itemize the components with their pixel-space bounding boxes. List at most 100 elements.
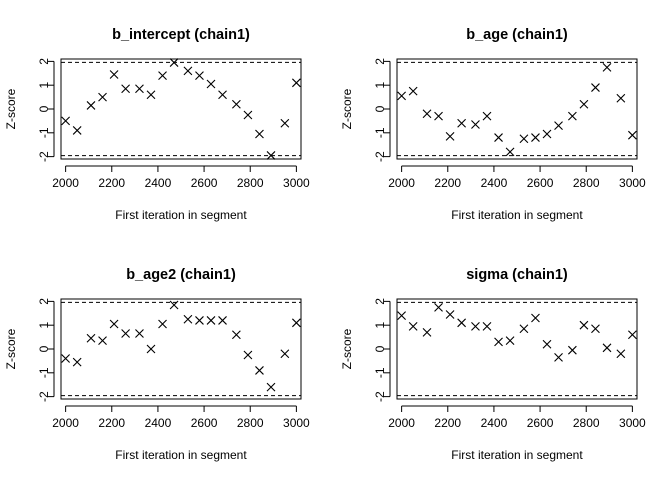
data-point: [505, 147, 515, 157]
data-point: [243, 350, 253, 360]
data-point: [72, 357, 82, 367]
plot-frame: [60, 298, 302, 400]
data-point: [109, 70, 119, 79]
data-point: [579, 320, 589, 330]
data-point: [169, 300, 179, 310]
x-axis-title: First iteration in segment: [115, 448, 247, 462]
x-tick-label: 2400: [481, 416, 508, 430]
data-point: [567, 111, 577, 121]
data-point: [61, 116, 71, 126]
data-point: [231, 330, 241, 340]
data-point: [542, 129, 552, 139]
data-point: [109, 319, 119, 329]
data-point: [482, 321, 492, 331]
data-point: [206, 316, 216, 325]
data-point: [616, 349, 626, 359]
x-tick-label: 2200: [98, 416, 125, 430]
data-point: [266, 151, 276, 160]
y-tick-label: 1: [373, 322, 387, 329]
data-point: [542, 339, 552, 349]
data-point: [255, 129, 264, 139]
data-point: [554, 352, 563, 362]
y-tick-label: 2: [373, 58, 387, 65]
data-point: [218, 316, 227, 325]
data-point: [471, 120, 480, 129]
x-tick-label: 3000: [283, 416, 310, 430]
x-tick-label: 2600: [191, 416, 218, 430]
x-tick-label: 2000: [388, 176, 415, 190]
data-point: [519, 134, 529, 144]
data-point: [195, 71, 204, 81]
data-point: [218, 90, 227, 100]
y-tick-label: 0: [37, 345, 51, 352]
plot-frame: [396, 298, 638, 400]
y-tick-label: -1: [37, 367, 51, 378]
data-point: [422, 109, 432, 119]
data-point: [158, 71, 167, 81]
x-axis-title: First iteration in segment: [451, 448, 583, 462]
y-tick-label: -2: [373, 391, 387, 402]
data-point: [72, 126, 82, 135]
data-point: [146, 90, 156, 100]
x-tick-label: 2800: [573, 416, 600, 430]
data-point: [445, 131, 455, 141]
x-tick-label: 3000: [619, 176, 646, 190]
data-point: [531, 133, 540, 142]
data-point: [98, 92, 107, 102]
data-point: [121, 329, 131, 338]
data-point: [434, 111, 443, 121]
x-axis-title: First iteration in segment: [115, 208, 247, 222]
data-point: [61, 354, 71, 363]
data-point: [471, 321, 480, 331]
data-point: [627, 130, 637, 140]
x-tick-label: 2200: [434, 416, 461, 430]
y-tick-label: 2: [37, 298, 51, 305]
data-point: [135, 84, 144, 94]
data-point: [505, 336, 515, 346]
x-axis-title: First iteration in segment: [451, 208, 583, 222]
x-tick-label: 2400: [145, 416, 172, 430]
y-tick-label: 2: [37, 58, 51, 65]
data-point: [445, 310, 455, 319]
data-point: [183, 314, 193, 324]
data-point: [408, 321, 418, 331]
data-point: [169, 58, 179, 67]
data-point: [422, 327, 432, 337]
data-point: [531, 313, 540, 323]
chart-panel: b_intercept (chain1) 2000 2200 2400 2600 2800…: [4, 27, 310, 222]
plot-frame: [396, 58, 638, 160]
data-point: [434, 302, 443, 312]
data-point: [579, 99, 589, 109]
y-tick-label: -1: [373, 367, 387, 378]
y-tick-label: 0: [373, 105, 387, 112]
data-point: [195, 316, 204, 325]
chart-title: b_intercept (chain1): [112, 27, 250, 43]
y-axis-title: Z-score: [4, 328, 18, 369]
data-point: [146, 344, 156, 354]
y-tick-label: 0: [37, 105, 51, 112]
y-tick-label: -2: [373, 151, 387, 162]
data-point: [616, 93, 626, 103]
y-axis-title: Z-score: [4, 88, 18, 129]
x-tick-label: 2400: [481, 176, 508, 190]
chart-panel: sigma (chain1) 2000 2200 2400 2600 2800 3000 -2…: [340, 267, 646, 462]
y-tick-label: -2: [37, 151, 51, 162]
data-point: [183, 66, 193, 76]
data-point: [519, 324, 529, 334]
x-tick-label: 2200: [98, 176, 125, 190]
data-point: [291, 318, 301, 328]
data-point: [280, 349, 290, 359]
data-point: [554, 121, 563, 131]
y-axis-title: Z-score: [340, 88, 354, 129]
chart-title: b_age (chain1): [466, 27, 568, 43]
x-tick-label: 2000: [388, 416, 415, 430]
data-point: [494, 337, 503, 347]
data-point: [231, 99, 241, 109]
data-point: [602, 343, 612, 353]
data-point: [291, 78, 301, 88]
data-point: [255, 366, 264, 375]
x-tick-label: 2800: [573, 176, 600, 190]
x-tick-label: 2200: [434, 176, 461, 190]
data-point: [457, 118, 467, 128]
data-point: [602, 62, 612, 72]
